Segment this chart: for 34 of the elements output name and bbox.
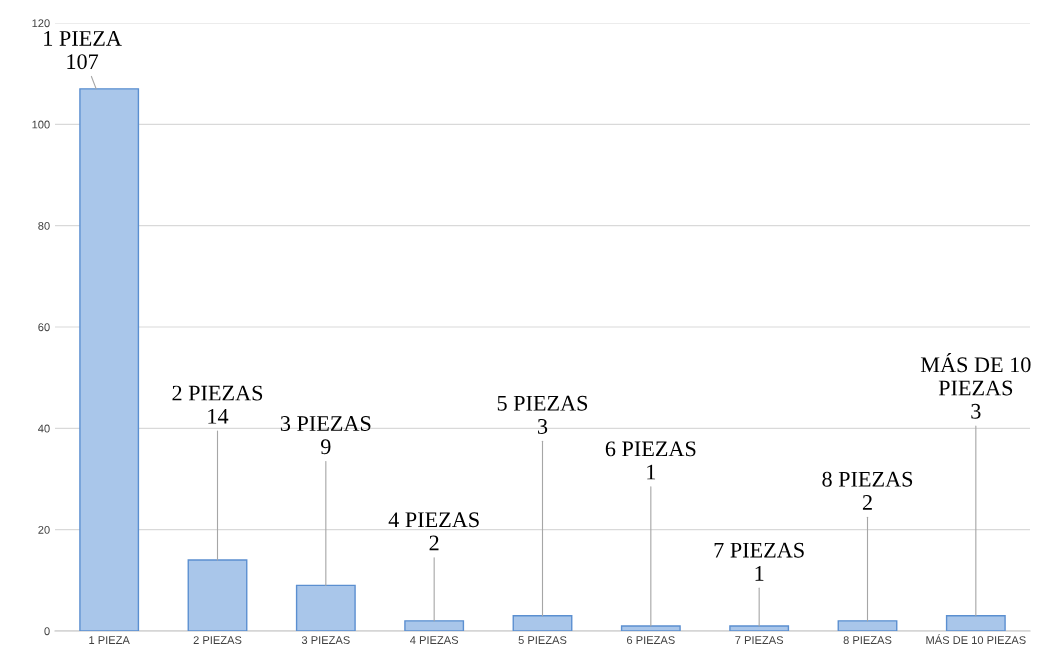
data-label: 4 PIEZAS 2 [388, 512, 479, 551]
x-tick-label: 1 PIEZA [89, 636, 130, 644]
data-label: 2 PIEZAS 14 [172, 385, 263, 424]
x-tick-label: 2 PIEZAS [193, 636, 242, 645]
y-tick-label: 120 [32, 19, 50, 28]
x-tick-label: 3 PIEZAS [301, 636, 350, 645]
data-label: 5 PIEZAS 3 [497, 395, 588, 434]
y-tick-label: 100 [32, 120, 50, 129]
y-tick-label: 40 [38, 424, 50, 433]
data-label: 3 PIEZAS 9 [280, 416, 371, 455]
bar [945, 615, 1006, 631]
bar [295, 584, 356, 631]
x-tick-label: 6 PIEZAS [627, 636, 675, 645]
bar [837, 620, 898, 631]
x-tick-label: 7 PIEZAS [735, 636, 784, 645]
x-tick-label: 8 PIEZAS [843, 636, 892, 645]
bar [404, 620, 465, 631]
bar [187, 559, 248, 631]
y-tick-label: 80 [38, 221, 50, 230]
x-tick-label: MÁS DE 10 PIEZAS [926, 634, 1026, 645]
x-tick-label: 4 PIEZAS [410, 636, 459, 645]
data-label: 7 PIEZAS 1 [714, 542, 804, 581]
data-label: MÁS DE 10 PIEZAS 3 [920, 353, 1031, 419]
y-tick-label: 60 [38, 323, 50, 332]
bar [729, 625, 790, 631]
y-tick-label: 20 [38, 525, 50, 534]
y-tick-label: 0 [44, 627, 50, 636]
x-tick-label: 5 PIEZAS [518, 636, 567, 645]
data-label: 1 PIEZA 107 [44, 31, 122, 70]
bar [79, 88, 140, 631]
bar [512, 615, 573, 631]
bar [620, 625, 681, 631]
data-label: 6 PIEZAS 1 [605, 441, 696, 480]
data-label: 8 PIEZAS 2 [822, 471, 913, 510]
